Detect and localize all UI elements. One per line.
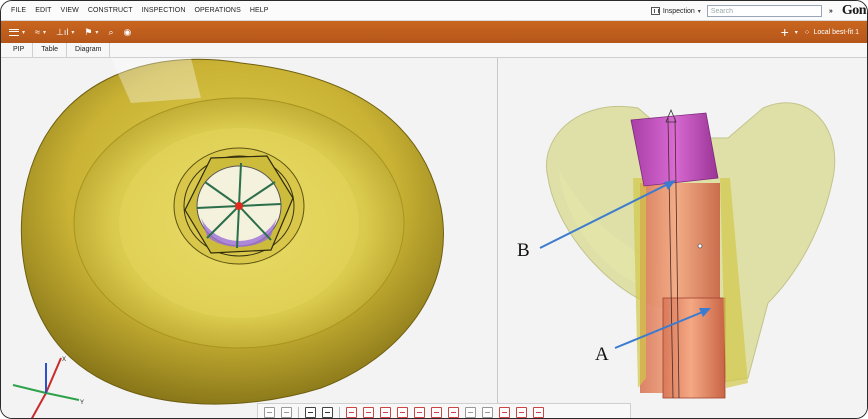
workspace-icon <box>650 7 660 15</box>
implant-sleeve-right <box>720 178 748 388</box>
workspace-selector[interactable]: Inspection <box>662 7 695 15</box>
main-menu-button[interactable]: ▾ <box>9 28 26 36</box>
view-icon[interactable] <box>264 406 275 418</box>
toolbar-right: + ▾ ⁘ Local best-fit 1 <box>781 21 859 43</box>
annotation-label-a: A <box>595 344 609 365</box>
tab-diagram[interactable]: Diagram <box>67 43 111 57</box>
frame-icon[interactable] <box>414 406 425 418</box>
check-icon[interactable] <box>499 406 510 418</box>
viewport-divider[interactable] <box>497 58 498 418</box>
scale-icon[interactable] <box>533 406 544 418</box>
chevron-down-icon[interactable]: ▾ <box>794 29 798 36</box>
link-icon[interactable] <box>448 406 459 418</box>
menu-edit[interactable]: EDIT <box>35 7 52 14</box>
flag-button[interactable]: ⚑ ▾ <box>84 27 98 38</box>
box-icon[interactable] <box>397 406 408 418</box>
brand-logo: Gon <box>841 3 867 18</box>
axis-arrow-icon <box>665 108 677 123</box>
curve-icon: ≈ <box>35 27 40 37</box>
chevron-down-icon: ▾ <box>42 29 46 36</box>
camera-icon: ◉ <box>123 26 132 37</box>
annotation-arrowhead-a <box>699 308 711 317</box>
chart-icon[interactable] <box>431 406 442 418</box>
search-icon: ⌕ <box>108 26 114 37</box>
menu-inspection[interactable]: INSPECTION <box>141 7 186 14</box>
hamburger-menu-icon <box>9 28 19 36</box>
add-icon[interactable]: + <box>780 24 789 40</box>
main-toolbar: ▾ ≈ ▾ ⊥ıl ▾ ⚑ ▾ ⌕ ◉ + ▾ ⁘ Local best-fit… <box>1 21 867 43</box>
annotation-label-b: B <box>517 240 530 261</box>
menu-bar: FILE EDIT VIEW CONSTRUCT INSPECTION OPER… <box>1 1 867 21</box>
tab-pip[interactable]: PIP <box>5 43 34 57</box>
toolbar-separator <box>339 406 340 418</box>
axis-spokes <box>196 162 282 249</box>
chevron-down-icon: ▾ <box>22 29 26 36</box>
left-3d-viewport[interactable]: X Y <box>1 58 497 418</box>
camera-button[interactable]: ◉ <box>123 27 131 38</box>
implant-magenta-top <box>630 112 719 187</box>
svg-text:X: X <box>62 357 66 363</box>
double-chevron-icon[interactable]: » <box>828 7 833 15</box>
menu-construct[interactable]: CONSTRUCT <box>87 7 133 14</box>
menu-right-area: Inspection ▾ » Gon <box>650 1 867 21</box>
axis-midpoint <box>697 243 703 249</box>
implant-axis-line <box>667 117 674 399</box>
plane-icon[interactable] <box>363 406 374 418</box>
cross-icon[interactable] <box>482 406 493 418</box>
surface-highlight <box>111 58 201 103</box>
axis-triad-icon: X Y <box>12 357 84 418</box>
chevron-down-icon[interactable]: ▾ <box>697 8 701 15</box>
implant-sleeve <box>633 178 646 388</box>
search-input[interactable] <box>706 5 822 17</box>
left-3d-scene: X Y <box>12 58 444 418</box>
svg-text:Y: Y <box>80 400 84 406</box>
implant-axis-line-2 <box>674 117 680 399</box>
cube-icon[interactable] <box>305 406 316 418</box>
menu-help[interactable]: HELP <box>249 7 269 14</box>
view-tabs: PIP Table Diagram <box>1 43 867 58</box>
bore-shadow <box>201 218 277 247</box>
measure-chart-icon: ⊥ıl <box>55 26 69 37</box>
alignment-icon: ⁘ <box>803 27 811 37</box>
right-3d-scene: B A <box>517 102 836 399</box>
dash-icon[interactable] <box>516 406 527 418</box>
annotation-arrow-a <box>614 310 706 349</box>
menu-file[interactable]: FILE <box>11 7 27 14</box>
curve-button[interactable]: ≈ ▾ <box>35 27 46 37</box>
point-icon[interactable] <box>346 406 357 418</box>
chevron-down-icon: ▾ <box>71 29 75 36</box>
chevron-down-icon: ▾ <box>95 29 99 36</box>
search-button[interactable]: ⌕ <box>108 27 113 38</box>
alignment-selector[interactable]: Local best-fit 1 <box>813 28 859 36</box>
toolbar-separator <box>298 406 299 418</box>
cylinder-icon[interactable] <box>380 406 391 418</box>
layers-icon[interactable] <box>322 406 333 418</box>
hole-rim <box>183 155 295 257</box>
measure-button[interactable]: ⊥ıl ▾ <box>56 27 74 38</box>
annotation-arrowhead-b <box>664 180 676 190</box>
annotation-arrow-b <box>539 182 671 249</box>
bottom-toolbar <box>257 403 631 418</box>
right-3d-viewport[interactable]: B A <box>498 58 867 418</box>
flag-icon: ⚑ <box>84 26 93 37</box>
stack-icon[interactable] <box>281 406 292 418</box>
implant-lower-section <box>662 297 726 399</box>
menu-operations[interactable]: OPERATIONS <box>194 7 241 14</box>
tab-table[interactable]: Table <box>33 43 68 57</box>
center-point <box>235 202 243 210</box>
menu-view[interactable]: VIEW <box>60 7 79 14</box>
grid-icon[interactable] <box>465 406 476 418</box>
